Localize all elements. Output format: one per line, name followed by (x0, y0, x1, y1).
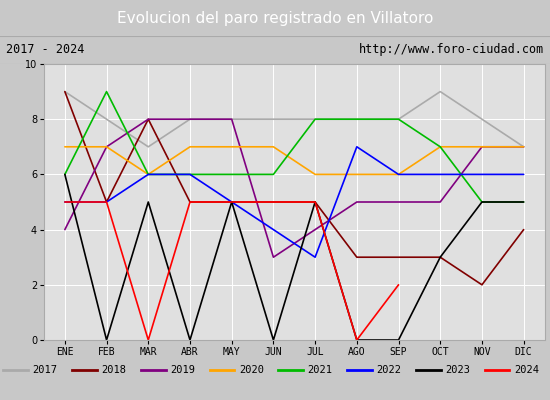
Text: Evolucion del paro registrado en Villatoro: Evolucion del paro registrado en Villato… (117, 10, 433, 26)
Text: 2017 - 2024: 2017 - 2024 (6, 44, 84, 56)
Text: 2017: 2017 (32, 365, 58, 375)
Text: 2020: 2020 (239, 365, 264, 375)
Text: 2024: 2024 (514, 365, 539, 375)
Text: 2022: 2022 (376, 365, 402, 375)
Text: 2019: 2019 (170, 365, 195, 375)
Text: 2023: 2023 (445, 365, 470, 375)
Text: http://www.foro-ciudad.com: http://www.foro-ciudad.com (359, 44, 544, 56)
Text: 2021: 2021 (307, 365, 333, 375)
Text: 2018: 2018 (101, 365, 127, 375)
